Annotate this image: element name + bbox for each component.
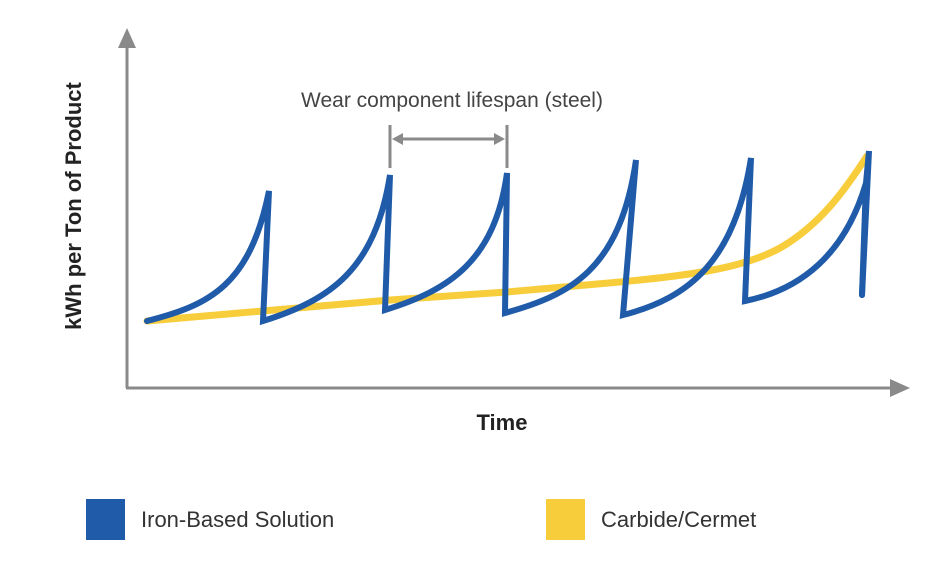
x-axis-label: Time xyxy=(477,410,528,435)
lifespan-annotation: Wear component lifespan (steel) xyxy=(301,89,603,112)
series-iron-based-final-spike xyxy=(859,150,872,298)
legend-label-carbide-cermet: Carbide/Cermet xyxy=(601,506,757,532)
series-carbide-cermet xyxy=(143,152,871,325)
y-axis-arrow-icon xyxy=(118,28,136,48)
x-axis-arrow-icon xyxy=(890,379,910,397)
legend-swatch-carbide-cermet xyxy=(546,499,585,540)
lifespan-bracket xyxy=(388,125,509,168)
series-iron-based xyxy=(144,157,869,326)
legend-label-iron-based: Iron-Based Solution xyxy=(141,506,335,532)
y-axis-label: kWh per Ton of Product xyxy=(61,81,86,329)
legend-item-iron-based: Iron-Based Solution xyxy=(86,499,334,540)
legend-swatch-iron-based xyxy=(86,499,125,540)
legend-item-carbide-cermet: Carbide/Cermet xyxy=(546,499,756,540)
